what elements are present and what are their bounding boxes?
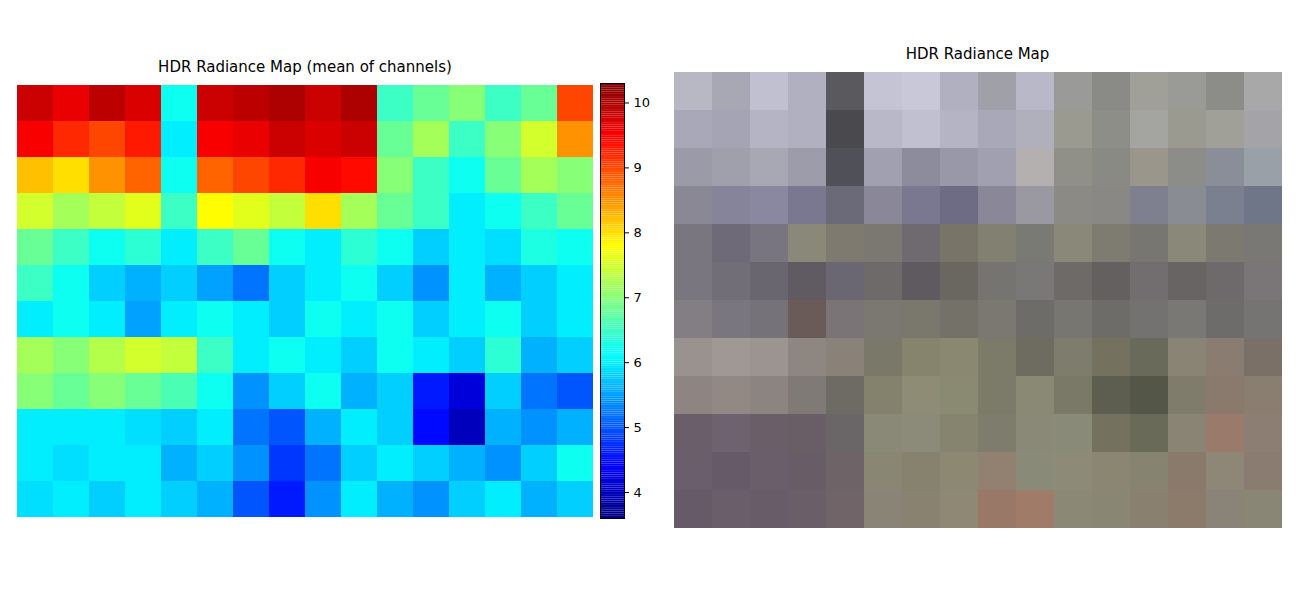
svg-text:8: 8 bbox=[634, 225, 642, 240]
svg-text:5: 5 bbox=[634, 420, 642, 435]
svg-text:6: 6 bbox=[634, 355, 642, 370]
svg-text:7: 7 bbox=[634, 290, 642, 305]
svg-text:10: 10 bbox=[634, 95, 651, 110]
svg-text:9: 9 bbox=[634, 160, 642, 175]
svg-text:4: 4 bbox=[634, 485, 642, 500]
html-text:HDR Radiance Map (mean of chan: HDR Radiance Map (mean of channels) bbox=[158, 58, 452, 76]
html-text:HDR Radiance Map: HDR Radiance Map bbox=[905, 45, 1050, 63]
